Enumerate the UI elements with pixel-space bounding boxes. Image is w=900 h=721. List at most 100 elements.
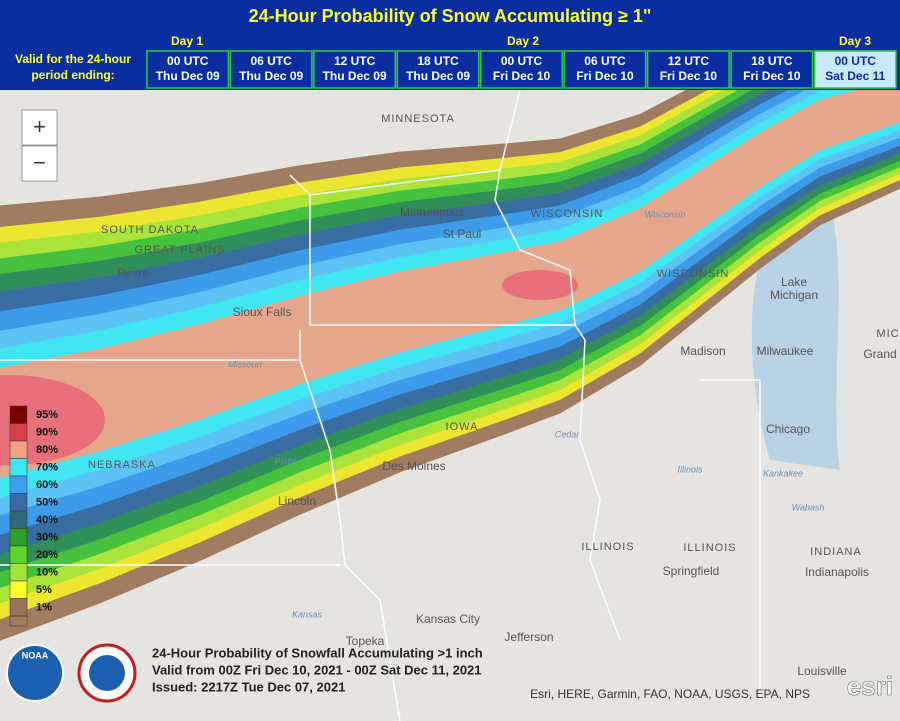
time-button[interactable] (396, 50, 480, 89)
legend-swatch (9, 493, 28, 512)
zoom-label: − (33, 150, 46, 175)
place-label: WISCONSIN (531, 208, 604, 220)
legend-label: 30% (36, 531, 58, 543)
esri-logo: esri (847, 671, 893, 701)
legend-label: 20% (36, 549, 58, 561)
river-label: Missouri (228, 359, 263, 369)
place-label: Des Moines (382, 459, 445, 473)
time-label: 00 UTC (167, 54, 209, 68)
time-label: 12 UTC (668, 54, 710, 68)
caption: Issued: 2217Z Tue Dec 07, 2021 (152, 679, 345, 694)
legend-swatch (9, 528, 28, 547)
time-button[interactable] (563, 50, 647, 89)
place-label: ILLINOIS (683, 542, 736, 554)
zoom-button[interactable] (21, 109, 58, 146)
place-label: Sioux Falls (233, 305, 292, 319)
legend-label: 40% (36, 514, 58, 526)
time-label: 18 UTC (751, 54, 793, 68)
legend-swatch (9, 475, 28, 494)
legend-swatch (9, 598, 28, 617)
time-button[interactable] (730, 50, 814, 89)
river-label: Wabash (792, 502, 825, 512)
place-label: Grand (863, 347, 896, 361)
date-label: Fri Dec 10 (576, 69, 634, 83)
place-label: Michigan (770, 288, 818, 302)
legend-label: 60% (36, 479, 58, 491)
place-label: SOUTH DAKOTA (101, 224, 199, 236)
river-label: Illinois (677, 464, 703, 474)
place-label: St Paul (443, 227, 482, 241)
time-button[interactable] (480, 50, 563, 89)
place-label: Indianapolis (805, 565, 869, 579)
time-label: 12 UTC (334, 54, 376, 68)
place-label: IOWA (446, 421, 479, 433)
place-label: GREAT PLAINS (134, 244, 225, 256)
legend-swatch (9, 580, 28, 599)
caption: 24-Hour Probability of Snowfall Accumula… (152, 645, 483, 660)
place-label: WISCONSIN (657, 268, 730, 280)
date-label: Sat Dec 11 (825, 69, 885, 83)
time-label: 18 UTC (417, 54, 459, 68)
date-label: Thu Dec 09 (406, 69, 470, 83)
place-label: MIC (876, 328, 899, 340)
legend-swatch (9, 615, 28, 627)
place-label: Topeka (346, 634, 385, 648)
legend-swatch (9, 405, 28, 424)
date-label: Fri Dec 10 (493, 69, 551, 83)
river-label: Kankakee (763, 468, 803, 478)
date-label: Fri Dec 10 (743, 69, 801, 83)
legend-swatch (9, 563, 28, 582)
river-label: Cedar (555, 429, 581, 439)
time-label: 06 UTC (250, 54, 292, 68)
place-label: Milwaukee (757, 344, 814, 358)
legend-label: 50% (36, 496, 58, 508)
day-label: Day 1 (171, 34, 203, 48)
header-title: 24-Hour Probability of Snow Accumulating… (249, 6, 652, 26)
time-button[interactable] (813, 50, 897, 89)
time-label: 00 UTC (835, 54, 877, 68)
time-label: 06 UTC (584, 54, 626, 68)
valid-label: period ending: (31, 68, 114, 82)
place-label: Pierre (117, 266, 149, 280)
place-label: NEBRASKA (88, 459, 156, 471)
zoom-button[interactable] (21, 145, 58, 182)
date-label: Thu Dec 09 (156, 69, 220, 83)
nws-logo (89, 655, 125, 691)
time-button[interactable] (146, 50, 230, 89)
legend-label: 90% (36, 426, 58, 438)
place-label: Chicago (766, 422, 810, 436)
snow-band (502, 270, 578, 300)
time-button[interactable] (313, 50, 397, 89)
caption: Valid from 00Z Fri Dec 10, 2021 - 00Z Sa… (152, 662, 482, 677)
legend-swatch (9, 458, 28, 477)
zoom-label: + (33, 114, 46, 139)
place-label: Kansas City (416, 612, 480, 626)
day-label: Day 3 (839, 34, 871, 48)
legend-swatch (9, 423, 28, 442)
legend-label: 1% (36, 601, 52, 613)
date-label: Thu Dec 09 (323, 69, 387, 83)
place-label: Louisville (797, 664, 847, 678)
time-button[interactable] (229, 50, 313, 89)
place-label: Springfield (663, 564, 720, 578)
river-label: Kansas (292, 609, 323, 619)
place-label: INDIANA (810, 546, 862, 558)
legend-swatch (9, 545, 28, 564)
time-button[interactable] (646, 50, 730, 89)
river-label: Platte (274, 456, 297, 466)
legend-swatch (9, 510, 28, 529)
state-borders (0, 89, 761, 721)
legend-label: 70% (36, 461, 58, 473)
place-label: MINNESOTA (381, 113, 455, 125)
noaa-text: NOAA (22, 650, 49, 660)
day-label: Day 2 (507, 34, 539, 48)
date-label: Fri Dec 10 (660, 69, 718, 83)
legend-label: 80% (36, 444, 58, 456)
time-label: 00 UTC (501, 54, 543, 68)
place-label: Lake (781, 275, 807, 289)
valid-label: Valid for the 24-hour (15, 52, 131, 66)
place-label: Jefferson (504, 630, 553, 644)
place-label: Minneapolis (400, 205, 464, 219)
